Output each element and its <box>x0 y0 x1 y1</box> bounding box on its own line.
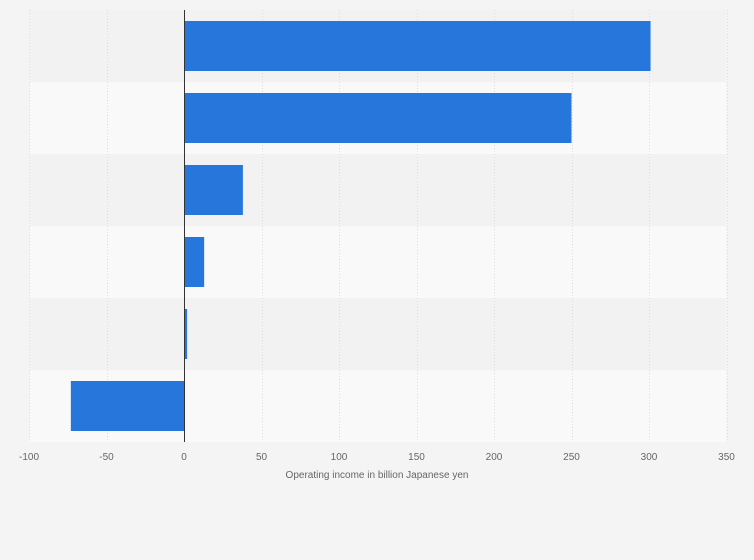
bar <box>184 165 243 215</box>
x-tick-label: -100 <box>19 452 39 463</box>
row-band <box>30 154 726 226</box>
x-tick-label: 350 <box>718 452 735 463</box>
x-tick-label: 200 <box>486 452 503 463</box>
bar <box>184 93 572 143</box>
bar <box>184 237 205 287</box>
x-axis-title: Operating income in billion Japanese yen <box>286 470 469 481</box>
x-tick-label: -50 <box>99 452 114 463</box>
gridlines <box>29 10 728 442</box>
row-band <box>30 226 726 298</box>
bar <box>184 309 188 359</box>
row-bands <box>30 10 726 442</box>
bars <box>70 21 651 431</box>
x-tick-label: 100 <box>331 452 348 463</box>
x-tick-label: 50 <box>256 452 268 463</box>
x-tick-label: 150 <box>408 452 425 463</box>
bar <box>184 21 651 71</box>
x-tick-label: 250 <box>563 452 580 463</box>
row-band <box>30 298 726 370</box>
bar <box>70 381 184 431</box>
x-axis-ticks: -100 -50 0 50 100 150 200 250 300 350 <box>19 452 735 463</box>
x-tick-label: 300 <box>641 452 658 463</box>
x-tick-label: 0 <box>181 452 187 463</box>
